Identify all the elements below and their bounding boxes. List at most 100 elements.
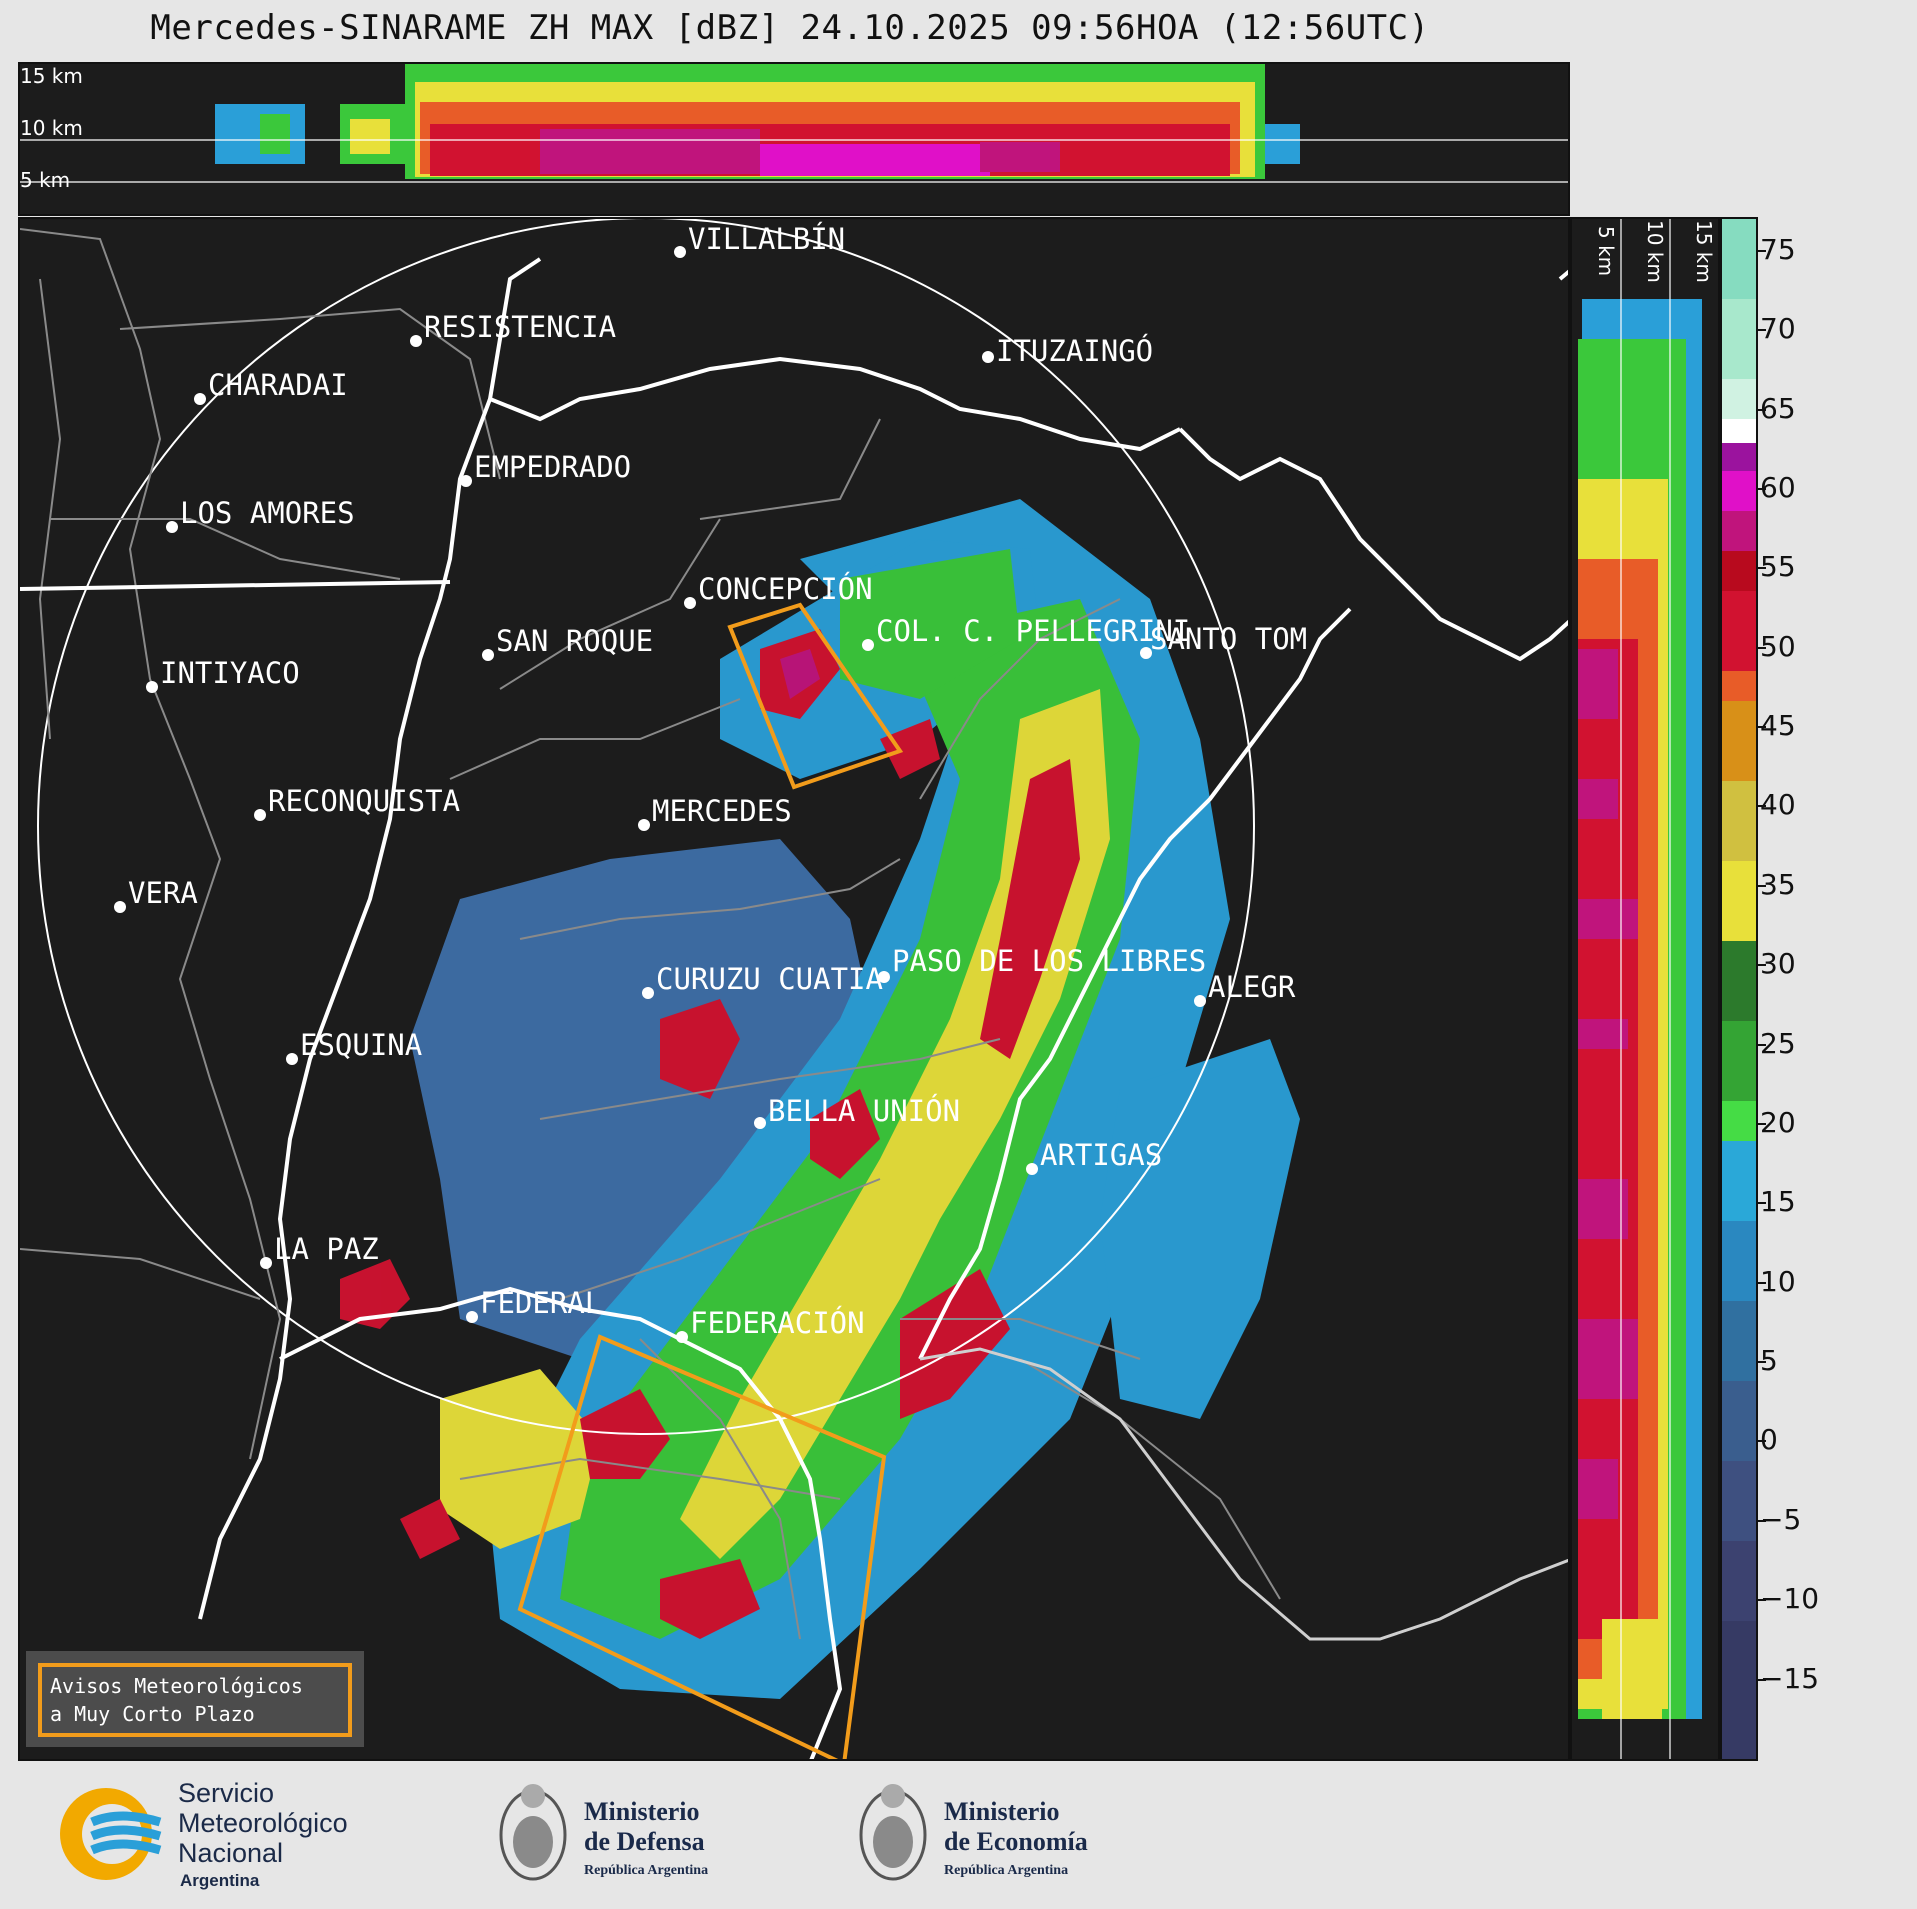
colorbar-tick: 30	[1756, 947, 1796, 981]
smn-line-1: Servicio	[178, 1778, 274, 1808]
warning-polygon-federal[interactable]	[517, 1334, 887, 1761]
city-marker[interactable]: CURUZU CUATIA	[642, 962, 883, 999]
city-label: MERCEDES	[652, 794, 792, 828]
echo-red-laPaz	[400, 1499, 460, 1559]
colorbar-tick: 40	[1756, 788, 1796, 822]
city-label: PASO DE LOS LIBRES	[892, 944, 1206, 978]
city-dot	[684, 597, 696, 609]
colorbar	[1720, 217, 1758, 1761]
city-marker[interactable]: MERCEDES	[638, 794, 792, 831]
warning-legend: Avisos Meteorológicos a Muy Corto Plazo	[26, 1651, 364, 1747]
alt-label-15km: 15 km	[20, 64, 83, 88]
city-marker[interactable]: ARTIGAS	[1026, 1138, 1162, 1175]
echo-red-cells	[980, 759, 1080, 1059]
colorbar-tick: −5	[1755, 1502, 1802, 1536]
echo-east-blue	[1100, 1039, 1300, 1419]
colorbar-tick: 45	[1756, 709, 1796, 743]
city-dot	[146, 681, 158, 693]
colorbar-tick: 25	[1756, 1026, 1796, 1060]
city-marker[interactable]: VILLALBÍN	[674, 222, 845, 258]
city-label: ITUZAINGÓ	[996, 334, 1153, 368]
city-label: COL. C. PELLEGRINI	[876, 614, 1190, 648]
city-dot	[982, 351, 994, 363]
city-label: BELLA UNIÓN	[768, 1094, 960, 1128]
economia-logo: Ministerio de Economía República Argenti…	[944, 1797, 1088, 1878]
city-dot	[166, 521, 178, 533]
city-marker[interactable]: EMPEDRADO	[460, 450, 631, 487]
colorbar-tick: 0	[1756, 1423, 1778, 1457]
city-marker[interactable]: VERA	[114, 876, 198, 913]
city-dot	[466, 1311, 478, 1323]
city-label: CONCEPCIÓN	[698, 572, 873, 606]
colorbar-tick: 75	[1756, 232, 1796, 266]
echo-red-mercedes	[660, 999, 740, 1099]
city-marker[interactable]: LOS AMORES	[166, 496, 355, 533]
city-dot	[674, 246, 686, 258]
city-marker[interactable]: FEDERAL	[466, 1286, 602, 1323]
colorbar-tick: 15	[1756, 1185, 1796, 1219]
defensa-logo: Ministerio de Defensa República Argentin…	[584, 1797, 708, 1878]
city-marker[interactable]: LA PAZ	[260, 1232, 379, 1269]
top-cross-section	[18, 62, 1570, 216]
city-dot	[260, 1257, 272, 1269]
city-label: RESISTENCIA	[424, 310, 616, 344]
city-marker[interactable]: INTIYACO	[146, 656, 300, 693]
city-marker[interactable]: CONCEPCIÓN	[684, 572, 873, 609]
uruguay-river	[918, 607, 1352, 1360]
colorbar-tick: −15	[1755, 1661, 1820, 1695]
city-dot	[114, 901, 126, 913]
smn-line-4: Argentina	[180, 1871, 260, 1890]
city-label: LA PAZ	[274, 1232, 379, 1266]
city-label: RECONQUISTA	[268, 784, 460, 818]
city-marker[interactable]: SANTO TOM	[1140, 622, 1307, 659]
city-marker[interactable]: CHARADAI	[194, 368, 348, 405]
city-marker[interactable]: COL. C. PELLEGRINI	[862, 614, 1190, 651]
economia-line-1: Ministerio	[944, 1797, 1060, 1826]
city-dot	[1026, 1163, 1038, 1175]
colorbar-tick: 5	[1756, 1344, 1778, 1378]
colorbar-tick: 50	[1756, 629, 1796, 663]
city-dot	[1194, 995, 1206, 1007]
page-title: Mercedes-SINARAME ZH MAX [dBZ] 24.10.202…	[150, 8, 1430, 48]
colorbar-gradient	[1722, 219, 1756, 1759]
echo-red-federal-2	[660, 1559, 760, 1639]
logo-footer: Servicio Meteorológico Nacional Argentin…	[0, 1762, 1917, 1909]
radar-map[interactable]: Avisos Meteorológicos a Muy Corto Plazo …	[18, 217, 1570, 1761]
radar-range-ring	[37, 219, 1255, 1435]
city-marker[interactable]: RESISTENCIA	[410, 310, 616, 347]
city-label: ARTIGAS	[1040, 1138, 1162, 1172]
city-marker[interactable]: FEDERACIÓN	[676, 1306, 865, 1343]
colorbar-tick: 35	[1756, 867, 1796, 901]
city-label: CHARADAI	[208, 368, 348, 402]
city-dot	[638, 819, 650, 831]
city-marker[interactable]: ALEGR	[1194, 970, 1296, 1007]
echo-magenta-concepcion	[780, 649, 820, 699]
city-label: INTIYACO	[160, 656, 300, 690]
economia-line-2: de Economía	[944, 1827, 1088, 1856]
colorbar-tick: −10	[1755, 1582, 1820, 1616]
uruguay-brazil-border	[919, 1347, 1568, 1641]
city-label: SANTO TOM	[1150, 622, 1307, 656]
parana-river-west	[198, 398, 492, 1620]
city-marker[interactable]: SAN ROQUE	[482, 624, 653, 661]
alt-label-10km: 10 km	[20, 116, 83, 140]
mocoreta-river	[279, 1286, 843, 1759]
city-marker[interactable]: RECONQUISTA	[254, 784, 460, 821]
city-marker[interactable]: BELLA UNIÓN	[754, 1094, 960, 1129]
province-border-santa-fe-chaco	[20, 580, 451, 591]
city-marker[interactable]: PASO DE LOS LIBRES	[878, 944, 1206, 983]
alt-label-right-15km: 15 km	[1692, 220, 1716, 283]
city-marker[interactable]: ITUZAINGÓ	[982, 334, 1153, 368]
city-dot	[286, 1053, 298, 1065]
warning-polygon-concepcion[interactable]	[727, 602, 904, 790]
right-cross-section-plot	[1578, 219, 1702, 1759]
city-label: ESQUINA	[300, 1028, 422, 1062]
city-marker[interactable]: ESQUINA	[286, 1028, 422, 1065]
top-cross-section-plot	[20, 64, 1568, 183]
echo-red-esquina	[340, 1259, 410, 1329]
major-boundaries	[20, 257, 1568, 1759]
colorbar-tick: 70	[1756, 312, 1796, 346]
echo-yellow-west	[440, 1369, 600, 1549]
city-dot	[676, 1331, 688, 1343]
alt-label-right-10km: 10 km	[1643, 220, 1667, 283]
